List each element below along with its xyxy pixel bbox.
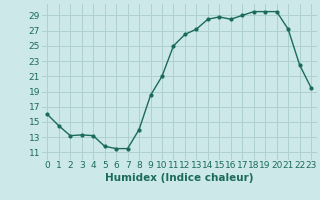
X-axis label: Humidex (Indice chaleur): Humidex (Indice chaleur) — [105, 173, 253, 183]
